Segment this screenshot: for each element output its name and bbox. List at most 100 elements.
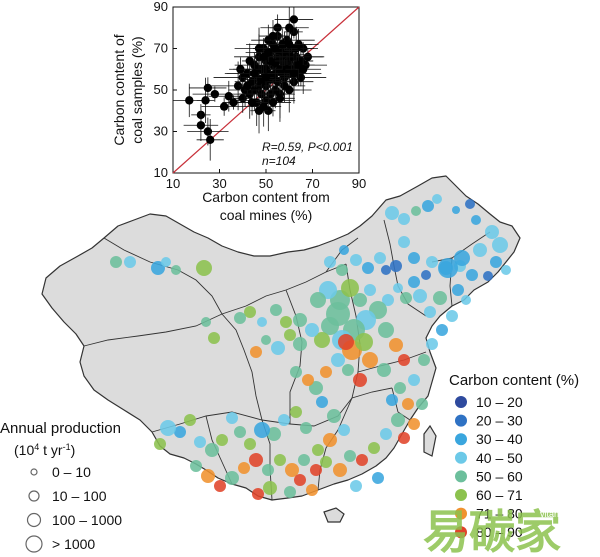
point-marker (266, 56, 275, 66)
coal-mine-site (422, 200, 434, 212)
coal-mine-site (372, 472, 384, 484)
point-marker (185, 96, 194, 105)
y-tick-label: 10 (154, 165, 168, 180)
coal-mine-site (234, 312, 246, 324)
coal-mine-site (250, 346, 262, 358)
production-legend-circle (26, 512, 42, 528)
production-legend-label: 0 – 10 (52, 464, 91, 480)
coal-mine-site (196, 260, 212, 276)
coal-mine-site (341, 279, 359, 297)
coal-mine-site (438, 258, 458, 278)
x-tick-label: 30 (212, 176, 226, 191)
coal-mine-site (226, 412, 238, 424)
production-legend-title: Annual production (0, 420, 121, 437)
coal-mine-site (461, 295, 471, 305)
coal-mine-site (261, 335, 271, 345)
point-marker (296, 73, 306, 82)
coal-mine-site (201, 317, 211, 327)
carbon-legend-item: 10 – 20 (455, 394, 523, 410)
carbon-legend-label: 50 – 60 (476, 468, 523, 484)
point-marker (229, 98, 238, 107)
coal-mine-site (151, 261, 165, 275)
coal-mine-site (374, 252, 386, 264)
watermark-subtext: yitanjiaoyi (540, 509, 580, 519)
carbon-legend-label: 20 – 30 (476, 413, 523, 429)
scatter-point (183, 109, 219, 141)
carbon-legend-label: 30 – 40 (476, 431, 523, 447)
point-marker (271, 44, 280, 53)
point-marker (201, 96, 210, 105)
coal-mine-site (154, 438, 166, 450)
coal-mine-site (501, 265, 511, 275)
coal-mine-site (262, 464, 274, 476)
coal-mine-site (244, 438, 256, 450)
coal-mine-site (254, 422, 270, 438)
watermark: 易碳家 yitanjiaoyi (423, 505, 580, 557)
production-legend: Annual production (104 t yr-1) 0 – 10 10 … (0, 420, 122, 553)
unit-neg: -1 (63, 442, 71, 452)
coal-mine-site (378, 322, 394, 338)
china-map (41, 175, 521, 523)
coal-mine-site (362, 262, 374, 274)
carbon-legend-label: 71 – 80 (476, 506, 523, 522)
production-legend-unit: (104 t yr-1) (14, 442, 75, 458)
y-tick-label: 70 (154, 41, 168, 56)
unit-suffix: ) (71, 442, 76, 458)
scatter-point (274, 7, 314, 34)
scatter-inset: 10 30 50 70 90 10 30 50 70 90 R=0.59, P<0.001 n=1… (111, 0, 366, 223)
carbon-legend-swatch (455, 451, 467, 464)
scatter-point (266, 53, 322, 94)
scatter-point (250, 88, 268, 134)
point-marker (289, 15, 299, 24)
coal-mine-site (214, 480, 226, 492)
carbon-legend-swatch (455, 433, 467, 446)
x-tick-label: 50 (259, 176, 273, 191)
coal-mine-site (184, 414, 196, 426)
scatter-y-label-line1: Carbon content of (111, 34, 127, 145)
coal-mine-site (316, 396, 328, 408)
point-marker (247, 98, 257, 107)
carbon-legend-swatch (455, 414, 467, 427)
coal-mine-site (377, 363, 391, 377)
carbon-legend-item: 60 – 71 (455, 487, 523, 503)
production-legend-label: 100 – 1000 (52, 512, 122, 528)
coal-mine-site (353, 373, 367, 387)
coal-mine-site (338, 334, 354, 350)
coal-mine-site (385, 206, 399, 220)
production-legend-circle (25, 535, 43, 553)
coal-mine-site (174, 426, 186, 438)
production-legend-item: > 1000 (25, 535, 95, 553)
carbon-legend-item: 30 – 40 (455, 431, 523, 447)
coal-mine-site (333, 463, 347, 477)
carbon-legend-swatch (455, 507, 467, 520)
coal-mine-site (249, 453, 263, 467)
production-legend-item: 10 – 100 (28, 488, 107, 504)
carbon-legend-swatch (455, 489, 467, 501)
point-marker (224, 92, 233, 101)
carbon-legend-title: Carbon content (%) (449, 372, 579, 389)
scatter-point (259, 28, 319, 61)
coal-mine-site (331, 353, 345, 367)
coal-mine-site (284, 329, 296, 341)
coal-mine-site (274, 454, 286, 466)
scatter-point (265, 74, 295, 122)
coal-mine-site (492, 237, 508, 253)
carbon-legend-swatch (455, 526, 467, 539)
coal-mine-site (124, 256, 136, 268)
coal-mine-site (312, 444, 324, 456)
coal-mine-site (201, 469, 215, 483)
coal-mine-site (216, 434, 228, 446)
production-legend-items: 0 – 10 10 – 100 100 – 1000 > 1000 (25, 464, 122, 553)
coal-mine-site (336, 264, 348, 276)
production-legend-circle (30, 468, 38, 476)
coal-mine-site (436, 324, 448, 336)
coal-mine-site (284, 486, 296, 498)
coal-mine-site (190, 460, 202, 472)
coal-mine-site (408, 374, 420, 386)
coal-mine-site (285, 463, 299, 477)
coal-mine-site (364, 284, 376, 296)
coal-mine-site (386, 394, 398, 406)
point-marker (285, 40, 294, 49)
scatter-point (245, 43, 292, 63)
coal-mine-site (350, 480, 362, 492)
